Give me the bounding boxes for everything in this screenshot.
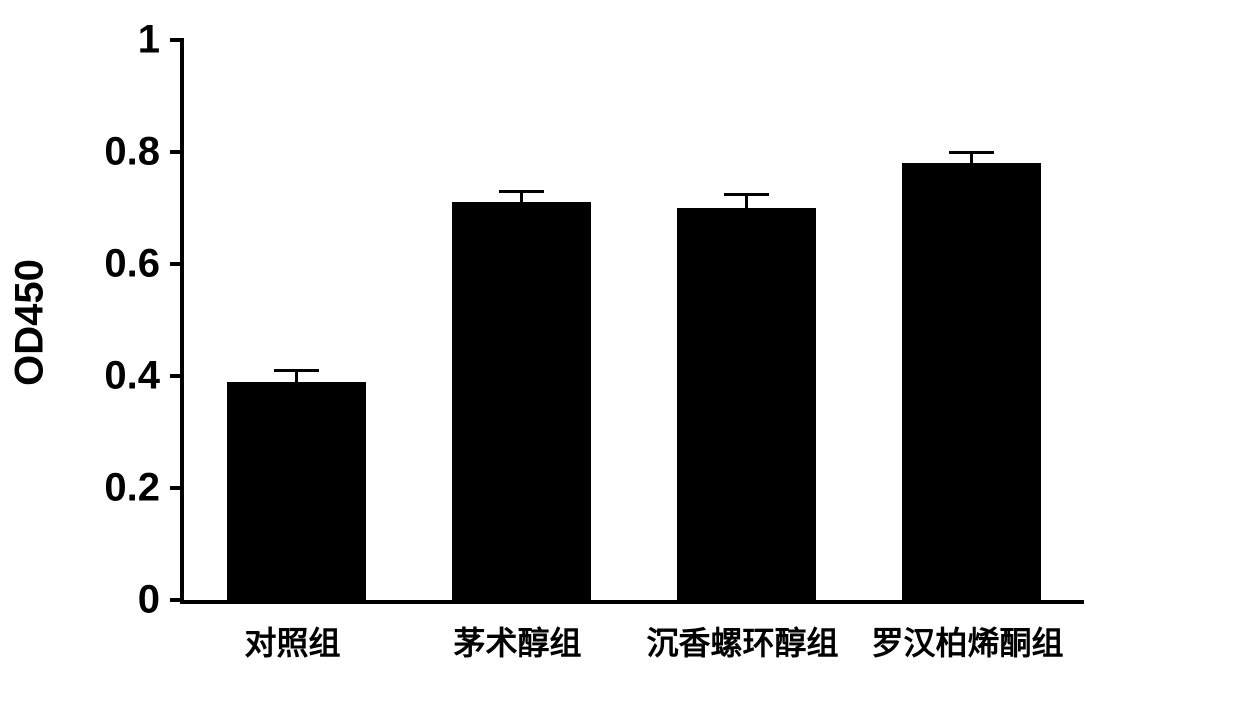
y-tick-label: 0.8 — [40, 130, 160, 175]
error-bar-cap — [949, 151, 994, 154]
bar — [452, 202, 592, 600]
x-tick-label: 对照组 — [180, 618, 405, 664]
bar — [677, 208, 817, 600]
y-tick-label: 1 — [40, 18, 160, 63]
error-bar-stem — [295, 370, 298, 381]
plot-area — [180, 40, 1084, 604]
y-tick — [170, 598, 184, 602]
x-tick-label: 沉香螺环醇组 — [630, 618, 855, 664]
error-bar-stem — [970, 152, 973, 163]
x-tick-label: 茅术醇组 — [405, 618, 630, 664]
y-tick — [170, 374, 184, 378]
error-bar-cap — [499, 190, 544, 193]
error-bar-cap — [724, 193, 769, 196]
y-tick — [170, 150, 184, 154]
y-tick-label: 0 — [40, 578, 160, 623]
y-tick — [170, 38, 184, 42]
y-tick-label: 0.4 — [40, 354, 160, 399]
error-bar-cap — [274, 369, 319, 372]
chart-container: OD450 00.20.40.60.81对照组茅术醇组沉香螺环醇组罗汉柏烯酮组 — [0, 0, 1240, 725]
bar — [227, 382, 367, 600]
error-bar-stem — [745, 194, 748, 208]
y-tick — [170, 262, 184, 266]
bar — [902, 163, 1042, 600]
y-tick-label: 0.6 — [40, 242, 160, 287]
y-tick-label: 0.2 — [40, 466, 160, 511]
error-bar-stem — [520, 191, 523, 202]
x-tick-label: 罗汉柏烯酮组 — [855, 618, 1080, 664]
y-tick — [170, 486, 184, 490]
